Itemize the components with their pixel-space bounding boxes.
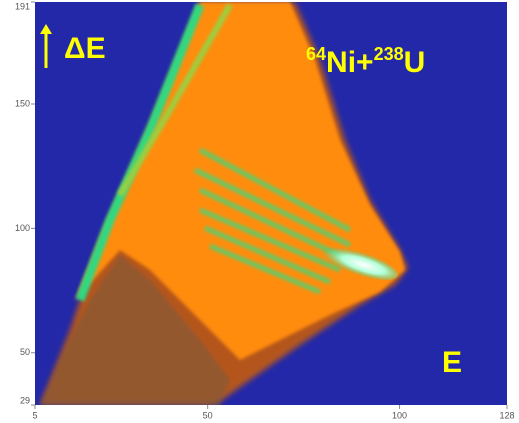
y-tick-label: 150 — [15, 98, 30, 108]
density-speckle — [40, 255, 230, 405]
x-tick-label: 50 — [203, 410, 213, 420]
x-tick-label: 100 — [392, 410, 407, 420]
hotspot — [312, 244, 398, 280]
reaction-label: 64Ni+238U — [306, 44, 425, 79]
x-tick-label: 128 — [499, 410, 514, 420]
element: U — [404, 46, 426, 79]
y-tick-label: 50 — [20, 347, 30, 357]
x-tick-label: 5 — [32, 410, 37, 420]
density-dense — [75, 2, 405, 360]
band — [117, 3, 233, 197]
y-tick-label: 29 — [20, 395, 30, 405]
density — [40, 2, 408, 405]
arrow-head — [40, 24, 52, 34]
energy-label: E — [442, 346, 462, 379]
charge-lines — [193, 147, 352, 295]
delta-e-label: ΔE — [64, 32, 106, 65]
y-tick-label: 191 — [15, 1, 30, 11]
element: Ni+ — [326, 46, 374, 79]
mass-number: 238 — [374, 44, 404, 64]
mass-number: 64 — [306, 44, 326, 64]
y-tick-label: 100 — [15, 223, 30, 233]
